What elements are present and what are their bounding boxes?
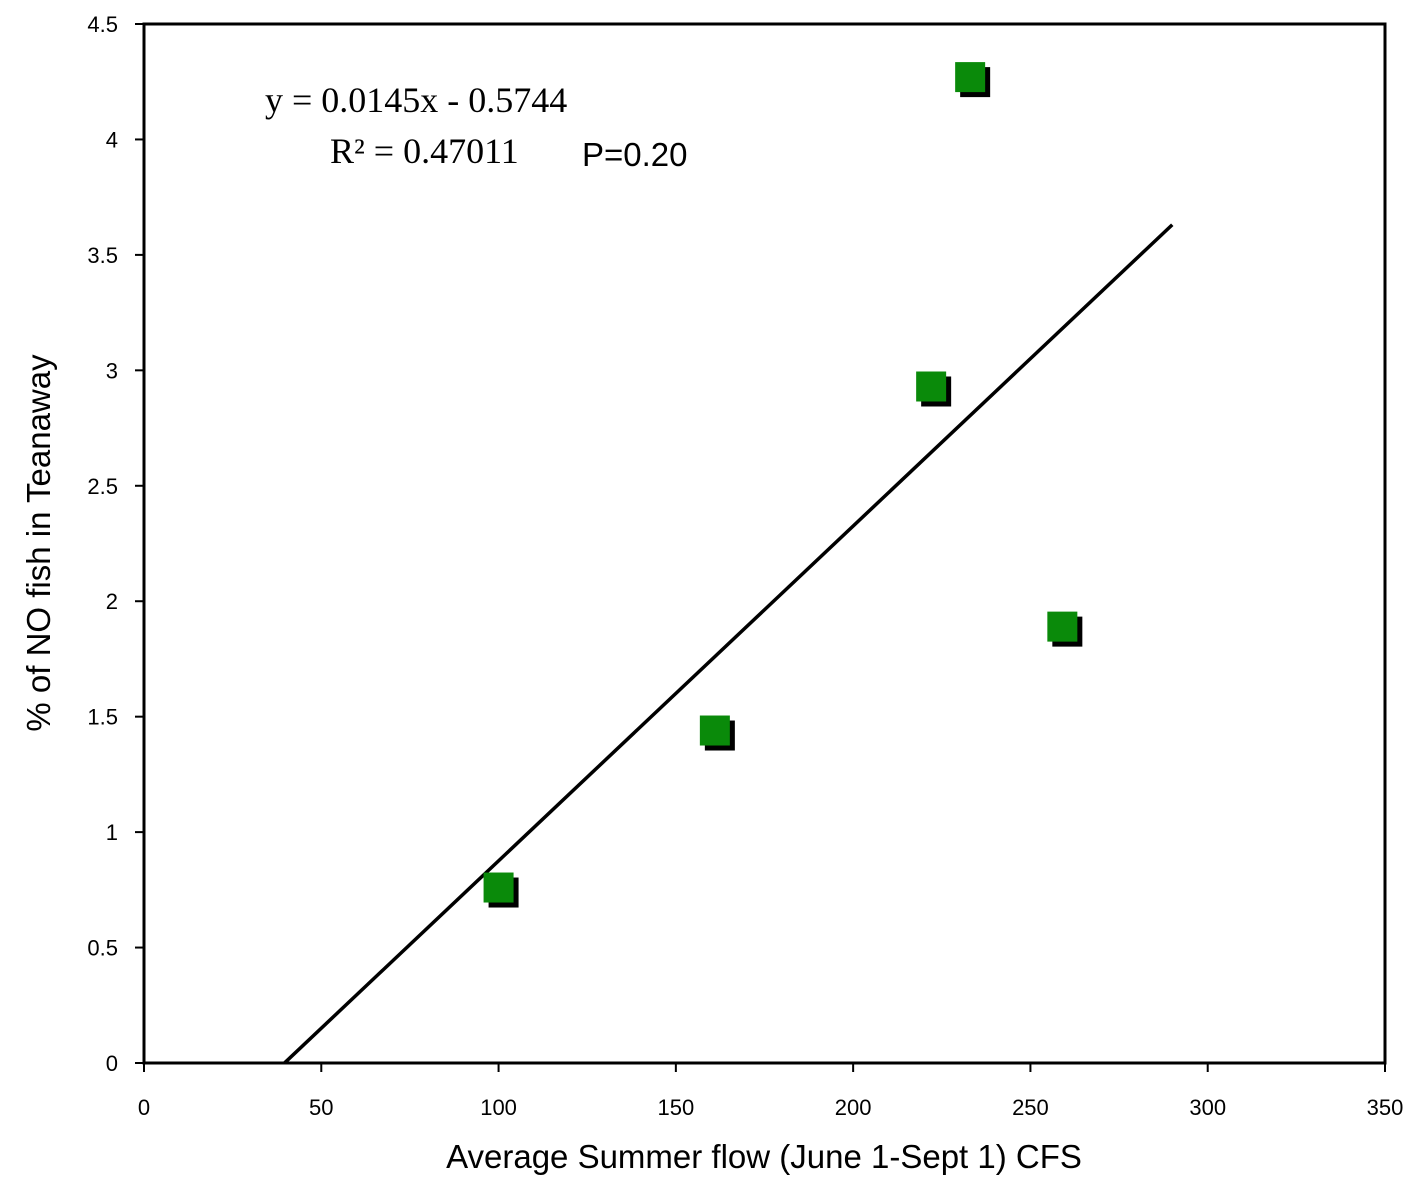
axis-ticks: 0 50 100 150 200 250 300 350 0 0.5 1 1.5 2 2.5 3 3.5 4 4.… — [87, 12, 1403, 1120]
x-tick-label: 150 — [657, 1095, 694, 1120]
r-squared-annotation: R² = 0.47011 — [330, 131, 519, 171]
trendline — [283, 223, 1174, 1065]
x-tick-label: 50 — [309, 1095, 333, 1120]
data-point-marker — [955, 62, 986, 93]
x-tick-label: 250 — [1012, 1095, 1049, 1120]
data-point — [483, 872, 519, 908]
x-tick-label: 300 — [1189, 1095, 1226, 1120]
y-tick-label: 3 — [106, 358, 118, 383]
y-tick-label: 4.5 — [87, 12, 118, 37]
p-value-annotation: P=0.20 — [582, 136, 688, 173]
data-point-marker — [1047, 611, 1078, 642]
equation-annotation: y = 0.0145x - 0.5744 — [265, 80, 567, 120]
y-tick-label: 0.5 — [87, 936, 118, 961]
data-point — [955, 62, 991, 98]
y-tick-label: 4 — [106, 127, 118, 152]
data-point-marker — [916, 371, 947, 402]
y-tick-label: 1 — [106, 820, 118, 845]
data-point — [916, 371, 952, 407]
data-point-marker — [483, 872, 514, 903]
x-tick-label: 200 — [835, 1095, 872, 1120]
y-tick-label: 2 — [106, 589, 118, 614]
data-point — [699, 715, 735, 751]
plot-area — [142, 22, 1387, 1065]
x-tick-label: 350 — [1367, 1095, 1404, 1120]
data-point — [1047, 611, 1083, 647]
y-tick-label: 1.5 — [87, 705, 118, 730]
data-point-marker — [699, 715, 730, 746]
x-tick-label: 100 — [480, 1095, 517, 1120]
y-tick-label: 3.5 — [87, 243, 118, 268]
y-tick-label: 0 — [106, 1051, 118, 1076]
x-tick-label: 0 — [138, 1095, 150, 1120]
y-tick-label: 2.5 — [87, 474, 118, 499]
data-points — [483, 62, 1083, 908]
y-axis-title: % of NO fish in Teanaway — [20, 354, 57, 732]
x-axis-title: Average Summer flow (June 1-Sept 1) CFS — [446, 1138, 1082, 1175]
